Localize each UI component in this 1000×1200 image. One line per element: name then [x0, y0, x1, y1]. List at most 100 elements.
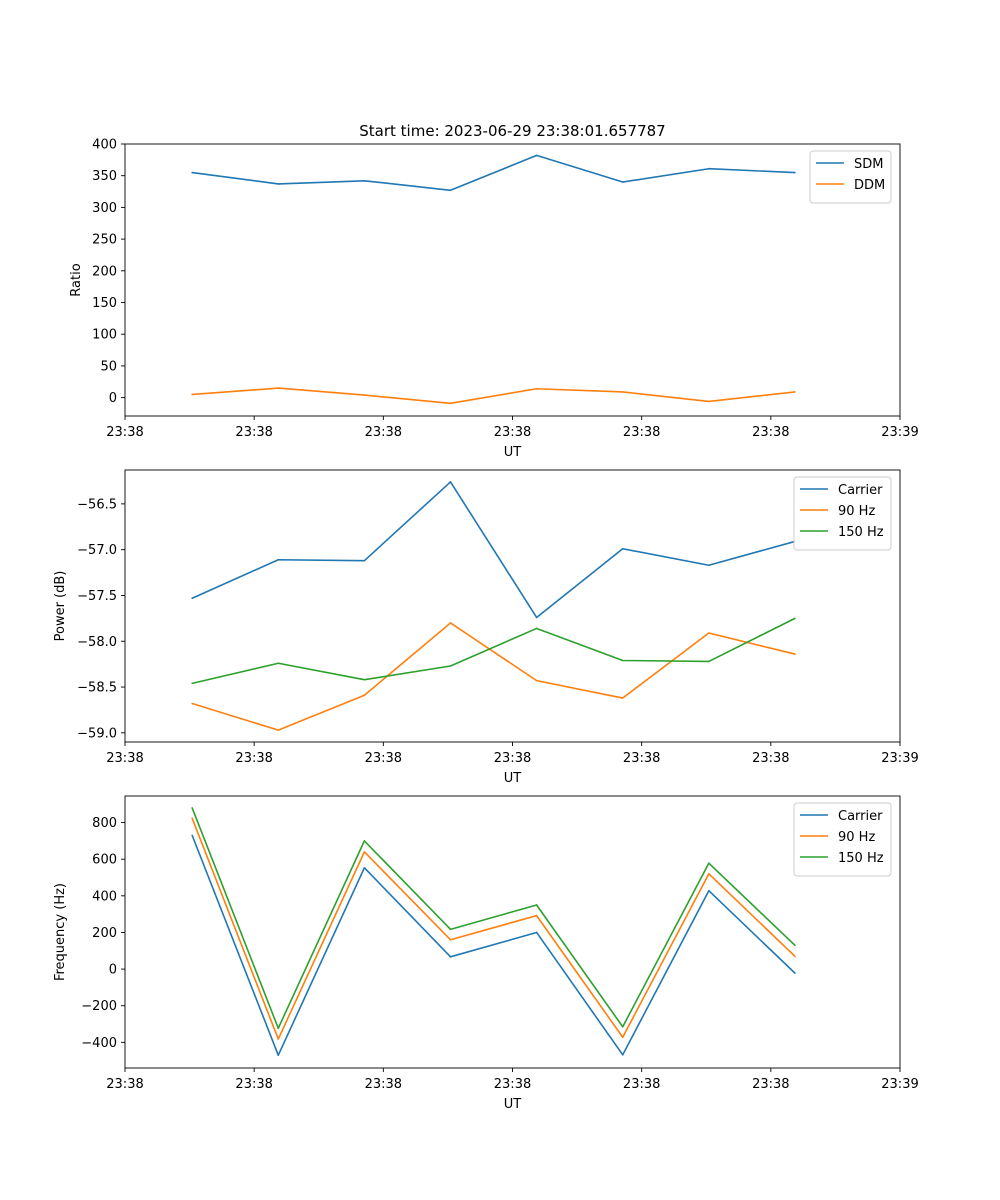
data-point-ddm — [535, 387, 538, 390]
data-point-90-hz — [449, 622, 452, 624]
y-tick-label: 800 — [92, 816, 117, 831]
legend-label: 90 Hz — [838, 504, 875, 519]
data-point-150-hz — [277, 662, 280, 665]
data-point-carrier — [191, 834, 193, 837]
data-point-carrier — [363, 559, 366, 562]
y-tick-label: 200 — [92, 264, 117, 279]
data-point-carrier — [191, 597, 193, 600]
series-line-90-hz — [191, 622, 796, 731]
x-tick-label: 23:39 — [881, 1077, 918, 1092]
x-tick-label: 23:38 — [623, 751, 660, 766]
data-point-ddm — [621, 391, 624, 393]
data-point-ddm — [794, 391, 796, 393]
x-tick-label: 23:39 — [881, 751, 918, 766]
y-tick-label: −400 — [81, 1036, 117, 1051]
y-tick-label: 250 — [92, 233, 117, 248]
data-point-ddm — [449, 402, 452, 405]
y-tick-label: −56.5 — [77, 497, 117, 512]
x-tick-label: 23:38 — [365, 425, 402, 440]
data-point-sdm — [363, 179, 366, 182]
x-tick-label: 23:38 — [235, 425, 272, 440]
data-point-90-hz — [535, 679, 538, 682]
x-tick-label: 23:39 — [881, 425, 918, 440]
chart-title: Start time: 2023-06-29 23:38:01.657787 — [359, 122, 665, 140]
y-tick-label: 150 — [92, 296, 117, 311]
x-tick-label: 23:38 — [365, 1077, 402, 1092]
x-tick-label: 23:38 — [106, 751, 143, 766]
y-tick-label: 100 — [92, 328, 117, 343]
data-point-90-hz — [535, 914, 538, 917]
data-point-ddm — [708, 400, 710, 403]
x-tick-label: 23:38 — [752, 1077, 789, 1092]
data-point-carrier — [277, 1054, 280, 1056]
x-tick-label: 23:38 — [623, 425, 660, 440]
chart-panel-1: 23:38 23:38 23:38 23:38 23:38 23:38 23:39 0 50 10… — [69, 138, 919, 461]
data-point-150-hz — [708, 660, 710, 663]
x-axis-label: UT — [504, 771, 522, 786]
data-point-carrier — [363, 867, 366, 869]
panels: 23:38 23:38 23:38 23:38 23:38 23:38 23:39 0 50 10… — [53, 138, 919, 1113]
series-line-150-hz — [191, 807, 796, 1030]
data-point-150-hz — [191, 682, 193, 685]
data-point-90-hz — [708, 632, 710, 634]
data-point-90-hz — [277, 729, 280, 731]
y-tick-label: −200 — [81, 999, 117, 1014]
data-point-sdm — [535, 154, 538, 157]
data-point-carrier — [708, 564, 710, 567]
chart-panel-2: 23:38 23:38 23:38 23:38 23:38 23:38 23:39 −59.0… — [53, 469, 919, 786]
data-point-150-hz — [277, 1027, 280, 1030]
data-point-150-hz — [794, 944, 796, 947]
legend: Carrier 90 Hz 150 Hz — [793, 476, 892, 551]
legend: Carrier 90 Hz 150 Hz — [793, 802, 892, 877]
y-tick-label: 400 — [92, 889, 117, 904]
data-point-150-hz — [794, 617, 796, 620]
data-point-150-hz — [535, 627, 538, 630]
x-tick-label: 23:38 — [623, 1077, 660, 1092]
x-axis-label: UT — [504, 445, 522, 460]
x-tick-label: 23:38 — [235, 1077, 272, 1092]
data-point-90-hz — [708, 873, 710, 875]
series-line-carrier — [191, 835, 796, 1056]
data-point-sdm — [449, 189, 452, 192]
y-tick-label: −57.0 — [77, 543, 117, 558]
y-tick-label: 200 — [92, 926, 117, 941]
series-line-ddm — [192, 387, 796, 405]
data-point-150-hz — [621, 659, 624, 662]
y-tick-label: 0 — [109, 963, 117, 978]
y-axis-label: Frequency (Hz) — [53, 883, 68, 981]
x-axis-label: UT — [504, 1097, 522, 1112]
data-point-ddm — [363, 394, 366, 396]
data-point-carrier — [621, 1054, 624, 1056]
data-point-150-hz — [708, 862, 710, 865]
x-tick-label: 23:38 — [106, 425, 143, 440]
x-tick-label: 23:38 — [752, 751, 789, 766]
x-tick-label: 23:38 — [494, 425, 531, 440]
legend-label: 150 Hz — [838, 851, 884, 866]
data-point-90-hz — [621, 697, 624, 699]
data-point-90-hz — [794, 653, 796, 655]
x-tick-label: 23:38 — [365, 751, 402, 766]
legend-label: 150 Hz — [838, 525, 884, 540]
y-tick-label: −58.0 — [77, 635, 117, 650]
y-axis-label: Power (dB) — [53, 571, 68, 642]
y-tick-label: −57.5 — [77, 589, 117, 604]
data-point-150-hz — [535, 904, 538, 906]
data-point-90-hz — [277, 1038, 280, 1040]
series-line-sdm — [192, 154, 795, 192]
chart-panel-3: 23:38 23:38 23:38 23:38 23:38 23:38 23:39 −400 −… — [53, 795, 919, 1112]
data-point-150-hz — [191, 807, 193, 809]
data-point-150-hz — [621, 1025, 624, 1028]
data-point-carrier — [535, 616, 538, 619]
data-point-carrier — [277, 558, 280, 561]
data-point-carrier — [449, 481, 452, 483]
legend-label: Carrier — [838, 483, 883, 498]
data-point-150-hz — [363, 678, 366, 681]
data-point-carrier — [449, 956, 452, 958]
data-point-90-hz — [621, 1036, 624, 1039]
y-tick-label: 0 — [109, 391, 117, 406]
data-point-150-hz — [449, 665, 452, 667]
x-tick-label: 23:38 — [494, 751, 531, 766]
y-tick-label: −58.5 — [77, 681, 117, 696]
data-point-ddm — [277, 387, 280, 389]
